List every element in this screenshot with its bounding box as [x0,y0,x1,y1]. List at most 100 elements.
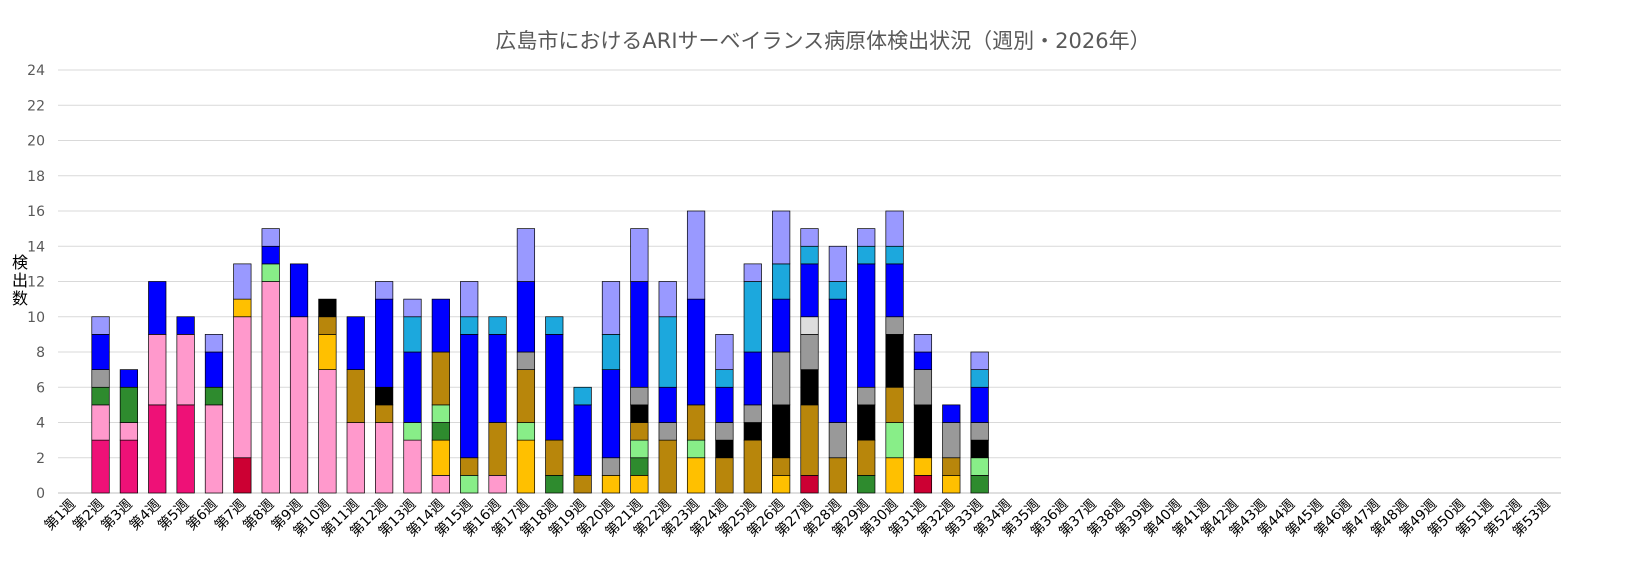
y-tick-label: 2 [36,451,45,467]
bar-segment [573,475,592,494]
bar-segment [119,439,139,494]
bar-segment [488,475,507,494]
bar-segment [460,281,479,318]
x-tick-label: 第8週 [239,496,277,534]
bar-segment [176,404,195,494]
bar-segment [261,245,280,265]
bar-segment [545,475,564,494]
bar-segment [772,404,791,459]
bar-segment [516,369,536,423]
y-tick-label: 8 [36,345,45,361]
bar-segment [885,334,904,388]
bar-segment [431,439,450,476]
bar-segment [573,386,592,406]
bar-segment [346,422,365,494]
bar-segment [261,228,280,247]
bar-segment [942,422,961,459]
bar-segment [970,351,989,370]
y-tick-label: 14 [27,239,45,255]
bar-segment [715,457,734,494]
y-axis-label-char: 出 [12,271,28,290]
bar-segment [800,334,819,370]
bar-segment [942,457,961,476]
bar-segment [743,351,762,406]
bar-segment [885,386,904,423]
bar-segment [545,334,564,441]
bar-segment [970,475,989,494]
bar-segment [516,422,536,441]
bar-segment [885,245,904,265]
bar-segment [318,316,337,335]
bar-segment [346,316,365,370]
y-tick-label: 4 [36,416,45,432]
x-tick-label: 第5週 [154,496,192,534]
bar-segment [204,351,224,388]
bar-segment [800,404,819,476]
bar-segment [658,422,677,441]
y-tick-label: 16 [27,204,45,220]
bar-segment [857,475,876,494]
bar-segment [630,422,649,441]
bar-segment [318,369,337,494]
bar-segment [800,369,819,406]
bar-segment [460,316,479,335]
bar-segment [91,439,110,494]
bar-segment [630,439,649,459]
bar-segment [658,386,677,423]
bar-segment [828,422,847,459]
bar-segment [204,334,224,353]
bar-segment [772,263,791,300]
bar-segment [686,210,706,300]
x-tick-label: 第7週 [211,496,249,534]
y-axis-label-char: 検 [12,253,28,272]
bar-segment [176,316,195,335]
bar-segment [289,316,309,494]
bar-segment [233,316,252,459]
bar-segment [857,386,876,406]
bar-segment [601,457,621,476]
bar-segment [630,281,649,388]
y-tick-label: 10 [27,310,45,326]
x-tick-label: 第3週 [98,496,136,534]
bar-segment [460,457,479,476]
bar-segment [800,245,819,265]
bar-segment [516,228,536,282]
y-tick-label: 18 [27,169,45,185]
bar-segment [431,422,450,441]
bar-segment [545,316,564,335]
bar-segment [460,475,479,494]
y-tick-label: 6 [36,380,45,396]
y-tick-label: 20 [27,134,45,150]
bar-segment [91,386,110,406]
bar-segment [375,404,394,423]
bar-segment [488,422,507,476]
x-tick-label: 第2週 [69,496,107,534]
bar-segment [772,298,791,353]
bar-segment [772,457,791,476]
bar-segment [857,404,876,441]
bar-segment [601,369,621,459]
bar-segment [857,245,876,265]
bar-segment [772,475,791,494]
bar-segment [715,422,734,441]
bar-segment [403,298,422,318]
x-tick-label: 第4週 [126,496,164,534]
bar-segment [431,351,450,406]
y-axis-label: 検出数 [12,253,28,308]
bar-segment [601,475,621,494]
bar-segment [885,263,904,318]
bar-segment [828,245,847,282]
bar-segment [828,457,847,494]
bar-segment [658,316,677,388]
bars [91,210,989,494]
bar-segment [686,404,706,441]
bar-segment [375,386,394,406]
x-tick-labels: 第1週第2週第3週第4週第5週第6週第7週第8週第9週第10週第11週第12週第… [41,496,1554,540]
bar-segment [913,351,933,370]
bar-segment [658,281,677,318]
bar-segment [686,439,706,459]
bar-segment [403,316,422,353]
bar-segment [233,263,252,300]
y-tick-label: 0 [36,486,45,502]
